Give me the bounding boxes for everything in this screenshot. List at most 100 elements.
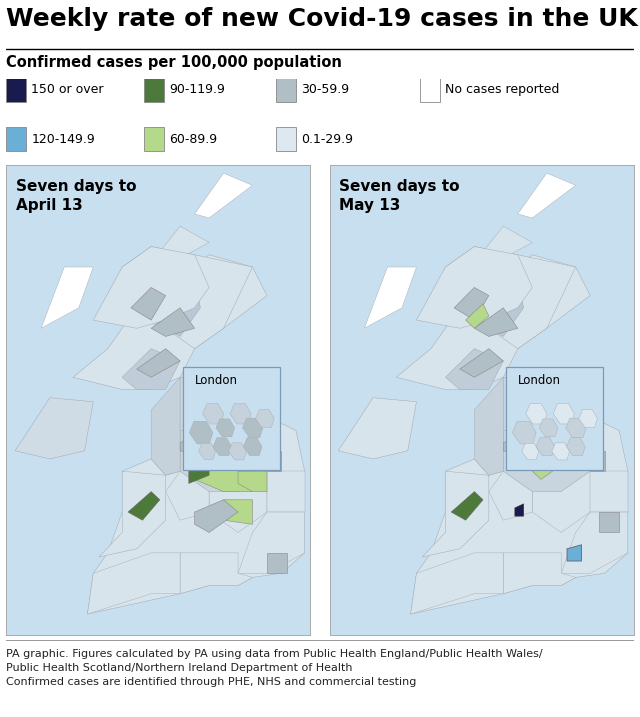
Polygon shape bbox=[454, 288, 489, 320]
Polygon shape bbox=[189, 459, 209, 483]
Polygon shape bbox=[223, 500, 253, 524]
Polygon shape bbox=[364, 267, 417, 328]
Polygon shape bbox=[88, 553, 180, 614]
Polygon shape bbox=[151, 308, 195, 336]
Polygon shape bbox=[195, 173, 253, 218]
Polygon shape bbox=[255, 409, 274, 427]
Polygon shape bbox=[445, 348, 503, 389]
Polygon shape bbox=[518, 173, 576, 218]
Polygon shape bbox=[566, 438, 585, 455]
Bar bbox=[276, 127, 296, 151]
Polygon shape bbox=[166, 471, 209, 521]
Bar bbox=[506, 367, 604, 470]
Polygon shape bbox=[41, 267, 93, 328]
Text: London: London bbox=[195, 374, 238, 387]
Polygon shape bbox=[151, 279, 200, 336]
Polygon shape bbox=[422, 471, 489, 557]
Polygon shape bbox=[137, 348, 180, 377]
Polygon shape bbox=[230, 404, 251, 424]
Polygon shape bbox=[540, 419, 558, 437]
Polygon shape bbox=[209, 471, 267, 533]
Text: Seven days to
April 13: Seven days to April 13 bbox=[15, 179, 136, 213]
Polygon shape bbox=[73, 255, 267, 389]
Polygon shape bbox=[553, 404, 574, 424]
Polygon shape bbox=[195, 459, 253, 492]
Polygon shape bbox=[198, 443, 216, 460]
Polygon shape bbox=[131, 288, 166, 320]
Text: 120-149.9: 120-149.9 bbox=[31, 133, 95, 146]
Polygon shape bbox=[561, 512, 628, 574]
Polygon shape bbox=[417, 247, 532, 328]
Polygon shape bbox=[411, 553, 503, 614]
Polygon shape bbox=[243, 438, 262, 455]
Bar bbox=[183, 367, 280, 470]
Text: Weekly rate of new Covid-19 cases in the UK: Weekly rate of new Covid-19 cases in the… bbox=[6, 7, 638, 31]
Bar bbox=[6, 77, 26, 102]
Polygon shape bbox=[590, 471, 628, 512]
Polygon shape bbox=[503, 553, 576, 594]
Polygon shape bbox=[503, 377, 590, 430]
Polygon shape bbox=[267, 451, 282, 471]
Polygon shape bbox=[267, 471, 305, 512]
Polygon shape bbox=[489, 471, 532, 521]
Text: PA graphic. Figures calculated by PA using data from Public Health England/Publi: PA graphic. Figures calculated by PA usi… bbox=[6, 650, 543, 688]
Polygon shape bbox=[216, 419, 235, 437]
Polygon shape bbox=[180, 553, 253, 594]
Polygon shape bbox=[460, 348, 503, 377]
Polygon shape bbox=[195, 500, 238, 533]
Text: 30-59.9: 30-59.9 bbox=[301, 83, 349, 96]
Polygon shape bbox=[228, 443, 246, 460]
Polygon shape bbox=[590, 451, 605, 471]
Polygon shape bbox=[108, 247, 253, 348]
Polygon shape bbox=[503, 430, 590, 492]
Polygon shape bbox=[513, 421, 536, 444]
Polygon shape bbox=[474, 279, 524, 336]
Bar bbox=[145, 127, 164, 151]
Polygon shape bbox=[515, 504, 524, 516]
Polygon shape bbox=[243, 418, 263, 437]
Polygon shape bbox=[579, 409, 597, 427]
Polygon shape bbox=[474, 308, 518, 336]
Polygon shape bbox=[267, 553, 287, 574]
Bar bbox=[6, 127, 26, 151]
Polygon shape bbox=[99, 471, 166, 557]
Polygon shape bbox=[189, 421, 213, 444]
Text: Seven days to
May 13: Seven days to May 13 bbox=[339, 179, 460, 213]
Text: London: London bbox=[518, 374, 561, 387]
Polygon shape bbox=[213, 438, 232, 455]
Polygon shape bbox=[15, 398, 93, 459]
Polygon shape bbox=[477, 226, 532, 263]
Polygon shape bbox=[93, 247, 209, 328]
Text: No cases reported: No cases reported bbox=[445, 83, 560, 96]
Text: 150 or over: 150 or over bbox=[31, 83, 104, 96]
Polygon shape bbox=[180, 430, 267, 492]
Polygon shape bbox=[151, 377, 180, 475]
Polygon shape bbox=[466, 304, 489, 328]
Polygon shape bbox=[339, 398, 417, 459]
Text: 90-119.9: 90-119.9 bbox=[170, 83, 225, 96]
Polygon shape bbox=[128, 492, 160, 521]
Polygon shape bbox=[238, 512, 305, 574]
Polygon shape bbox=[536, 438, 555, 455]
Bar bbox=[420, 77, 440, 102]
Polygon shape bbox=[180, 377, 267, 430]
Polygon shape bbox=[552, 443, 570, 460]
Polygon shape bbox=[532, 471, 590, 533]
Text: 0.1-29.9: 0.1-29.9 bbox=[301, 133, 353, 146]
Text: 60-89.9: 60-89.9 bbox=[170, 133, 218, 146]
Polygon shape bbox=[474, 377, 503, 475]
Polygon shape bbox=[180, 430, 223, 459]
Polygon shape bbox=[238, 471, 267, 492]
Polygon shape bbox=[431, 247, 576, 348]
Polygon shape bbox=[599, 512, 619, 533]
Polygon shape bbox=[122, 348, 180, 389]
Polygon shape bbox=[154, 226, 209, 263]
Polygon shape bbox=[451, 492, 483, 521]
Polygon shape bbox=[411, 377, 628, 614]
Polygon shape bbox=[532, 459, 552, 480]
Polygon shape bbox=[566, 418, 586, 437]
Bar bbox=[276, 77, 296, 102]
Polygon shape bbox=[396, 255, 590, 389]
Polygon shape bbox=[526, 404, 547, 424]
Polygon shape bbox=[88, 377, 305, 614]
